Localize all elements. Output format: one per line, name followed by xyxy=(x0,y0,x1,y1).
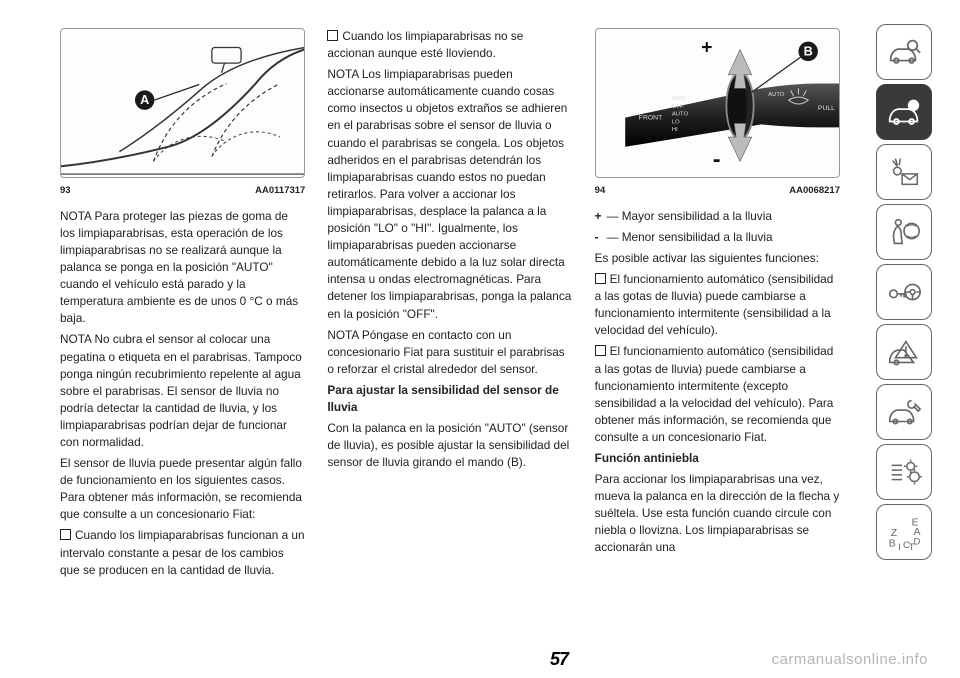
page-number: 57 xyxy=(550,649,568,670)
figure-94: MIST OFF AUTO LO HI FRONT PULL AUTO xyxy=(595,28,840,178)
svg-text:E: E xyxy=(912,517,919,528)
manual-page: A 93 AA0117317 NOTA Para proteger las pi… xyxy=(0,0,960,678)
svg-text:LO: LO xyxy=(672,119,680,125)
col2-bullet1: Cuando los limpiaparabrisas no se accion… xyxy=(327,28,572,62)
figure-93-code: AA0117317 xyxy=(255,184,305,198)
col3-p1: Es posible activar las siguientes funcio… xyxy=(595,250,840,267)
svg-text:I: I xyxy=(898,542,901,551)
col1-bullet1: Cuando los limpiaparabrisas funcionan a … xyxy=(60,527,305,578)
col3-p2: Para accionar los limpiaparabrisas una v… xyxy=(595,471,840,556)
seat-airbag-icon[interactable] xyxy=(876,204,932,260)
svg-text:+: + xyxy=(701,36,712,58)
column-1: A 93 AA0117317 NOTA Para proteger las pi… xyxy=(60,28,305,648)
svg-text:-: - xyxy=(712,145,720,171)
index-icon[interactable]: Z B I C T D A E xyxy=(876,504,932,560)
svg-text:AUTO: AUTO xyxy=(672,112,689,118)
watermark: carmanualsonline.info xyxy=(772,651,928,668)
col1-p3: El sensor de lluvia puede presentar algú… xyxy=(60,455,305,523)
figure-94-number: 94 xyxy=(595,184,606,198)
svg-text:PULL: PULL xyxy=(818,105,835,112)
col3-minus: -— Menor sensibilidad a la lluvia xyxy=(595,229,840,246)
section-tab-sidebar: i xyxy=(876,24,932,560)
col2-p3: Con la palanca en la posición "AUTO" (se… xyxy=(327,420,572,471)
car-warning-icon[interactable] xyxy=(876,324,932,380)
figure-marker-a: A xyxy=(140,93,149,107)
col3-bullet1: El funcionamiento automático (sensibilid… xyxy=(595,271,840,339)
col3-heading1: Función antiniebla xyxy=(595,450,840,467)
svg-text:i: i xyxy=(912,101,915,112)
svg-text:B: B xyxy=(889,538,896,549)
car-search-icon[interactable] xyxy=(876,24,932,80)
svg-text:FRONT: FRONT xyxy=(638,115,661,122)
col3-plus: +— Mayor sensibilidad a la lluvia xyxy=(595,208,840,225)
svg-text:MIST: MIST xyxy=(672,96,686,102)
svg-text:HI: HI xyxy=(672,127,678,133)
col3-bullet2: El funcionamiento automático (sensibilid… xyxy=(595,343,840,446)
col2-heading1: Para ajustar la sensibilidad del sensor … xyxy=(327,382,572,416)
figure-93-caption: 93 AA0117317 xyxy=(60,184,305,198)
column-2: Cuando los limpiaparabrisas no se accion… xyxy=(327,28,572,648)
svg-text:OFF: OFF xyxy=(672,104,684,110)
list-gears-icon[interactable] xyxy=(876,444,932,500)
col2-note1: NOTA Los limpiaparabrisas pueden acciona… xyxy=(327,66,572,322)
column-3: MIST OFF AUTO LO HI FRONT PULL AUTO xyxy=(595,28,840,648)
col2-note2: NOTA Póngase en contacto con un concesio… xyxy=(327,327,572,378)
figure-93-number: 93 xyxy=(60,184,71,198)
col1-note2: NOTA No cubra el sensor al colocar una p… xyxy=(60,331,305,451)
figure-marker-b: B xyxy=(803,44,812,58)
content-columns: A 93 AA0117317 NOTA Para proteger las pi… xyxy=(60,28,840,648)
figure-94-code: AA0068217 xyxy=(789,184,840,198)
svg-text:AUTO: AUTO xyxy=(768,92,785,98)
figure-93: A xyxy=(60,28,305,178)
svg-text:D: D xyxy=(914,536,921,547)
light-envelope-icon[interactable] xyxy=(876,144,932,200)
car-wrench-icon[interactable] xyxy=(876,384,932,440)
car-info-icon[interactable]: i xyxy=(876,84,932,140)
figure-94-caption: 94 AA0068217 xyxy=(595,184,840,198)
key-wheel-icon[interactable] xyxy=(876,264,932,320)
svg-text:A: A xyxy=(914,527,921,538)
svg-text:Z: Z xyxy=(891,528,898,539)
col1-note1: NOTA Para proteger las piezas de goma de… xyxy=(60,208,305,328)
